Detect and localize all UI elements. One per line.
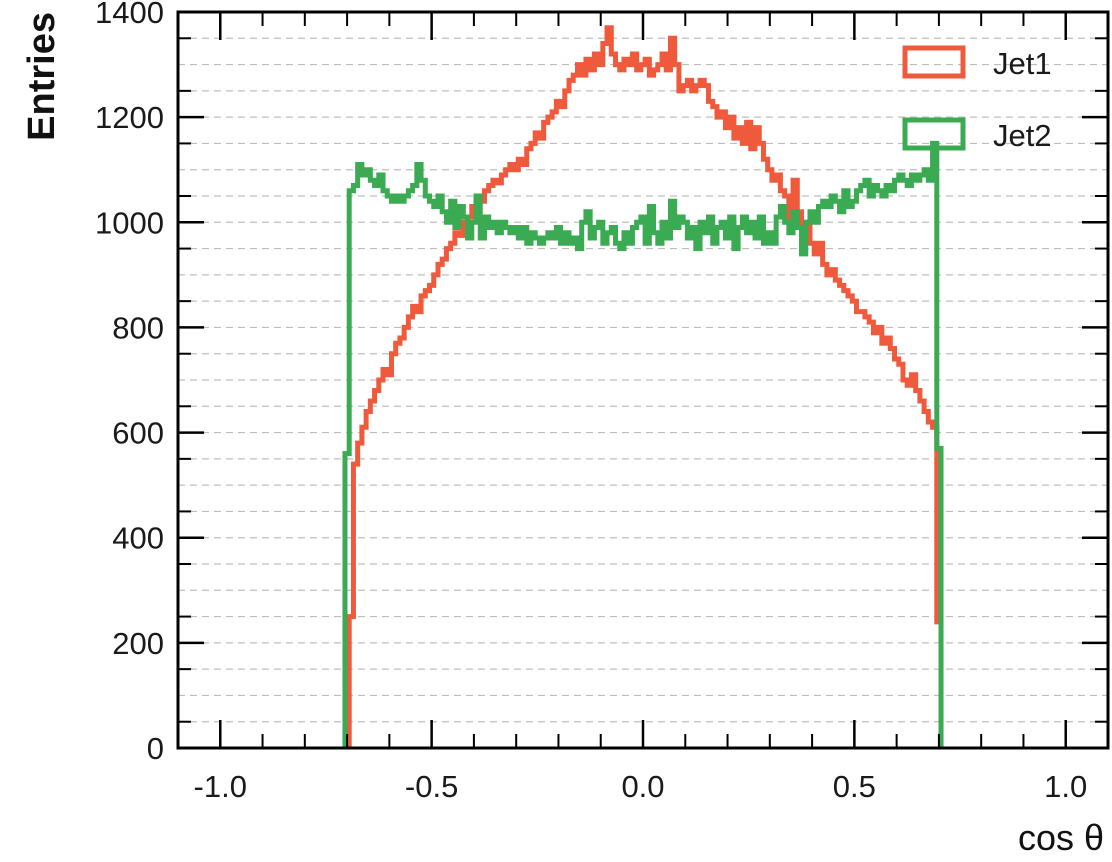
y-tick-label: 200 [112,626,164,661]
x-tick-label: 1.0 [1044,769,1087,804]
y-tick-label: 800 [112,310,164,345]
legend-swatch-jet2 [902,117,966,151]
legend: Jet1 Jet2 [902,45,1052,153]
axis-ticks [178,10,1108,750]
series-line-jet2 [342,140,944,748]
x-tick-label: -0.5 [405,769,458,804]
y-tick-label: 1000 [95,205,164,240]
y-tick-label: 1200 [95,100,164,135]
gridlines [178,11,1108,723]
x-axis-title: cos θ [1018,817,1104,858]
series-group [342,25,944,748]
x-tick-label: 0.5 [833,769,876,804]
y-tick-label: 1400 [95,0,164,30]
x-tick-label: -1.0 [194,769,247,804]
y-tick-label: 400 [112,521,164,556]
legend-label-jet2: Jet2 [993,118,1052,153]
y-tick-label: 0 [147,731,164,766]
legend-swatch-jet1 [902,45,966,79]
x-tick-label: 0.0 [621,769,664,804]
y-tick-label: 600 [112,416,164,451]
y-axis-title: Entries [21,12,63,141]
series-line-jet1 [346,25,944,748]
plot-frame [176,10,1110,750]
tick-labels: 0 200 400 600 800 1000 1200 1400 -1.0 -0.5 0.0 0.5 1… [95,0,1087,804]
legend-label-jet1: Jet1 [993,46,1052,81]
